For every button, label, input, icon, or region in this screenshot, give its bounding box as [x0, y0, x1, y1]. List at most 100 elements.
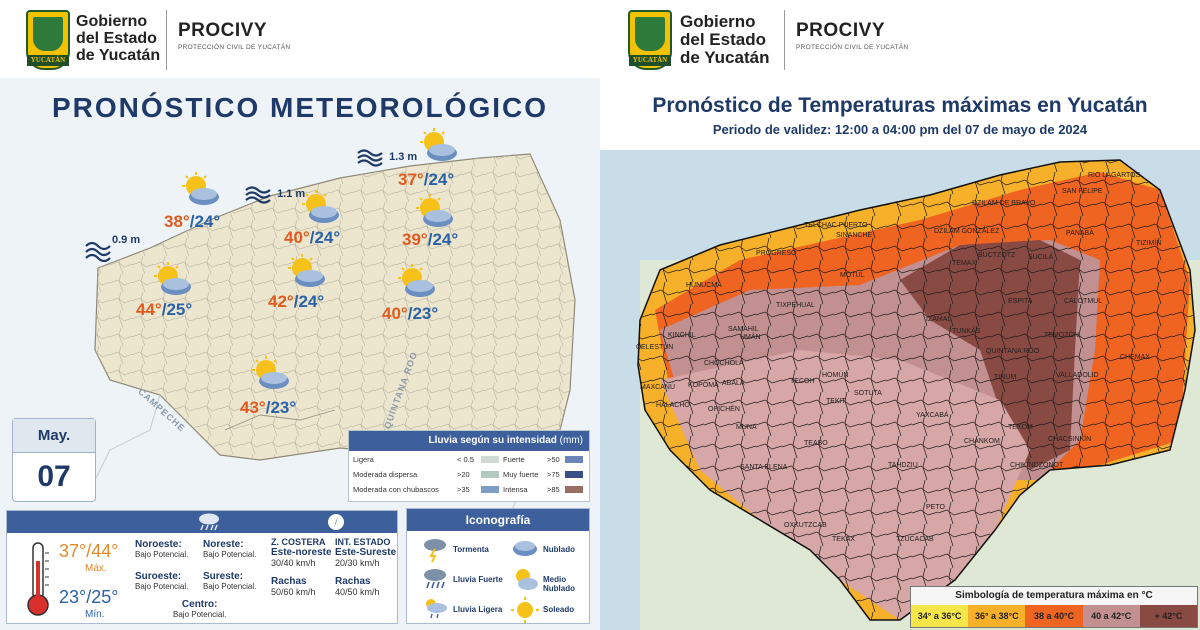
city-temperature: 37°/24° [398, 170, 455, 189]
map-subtitle: Periodo de validez: 12:00 a 04:00 pm del… [712, 122, 1088, 137]
date-month: May. [13, 419, 95, 453]
temperature-map-panel: YUCATÁN Gobierno del Estado de Yucatán PRO… [600, 0, 1200, 630]
municipality-label: MAXCANÚ [640, 384, 676, 391]
storm-icon [424, 539, 446, 563]
rain-swatch [481, 486, 499, 493]
iconography-panel: Iconografía Tormenta Nublado Lluvia Fuerte… [406, 508, 590, 624]
municipality-label: CHEMAX [1120, 354, 1150, 361]
map-title: Pronóstico de Temperaturas máximas en Yu… [652, 94, 1148, 117]
rain-swatch [565, 456, 583, 463]
wave-height-center: 1.1 m [244, 184, 305, 204]
municipality-label: TEKOM [1008, 424, 1033, 431]
rain-level-label: Fuerte [503, 455, 525, 464]
min-label: Mín. [85, 609, 105, 620]
municipality-label: TEKIT [826, 398, 846, 405]
region-noreste: Noreste: Bajo Potencial. [203, 539, 257, 559]
municipality-label: HOMÚN [822, 372, 849, 379]
region-noroeste: Noroeste: Bajo Potencial. [135, 539, 189, 559]
partly-cloudy-icon [152, 262, 194, 303]
temperature-legend: Simbología de temperatura máxima en °C 3… [910, 586, 1198, 628]
rain-level-label: Moderada con chubascos [353, 485, 439, 494]
partly-cloudy-icon [414, 194, 456, 235]
municipality-label: TZUCACAB [896, 536, 934, 543]
wave-icon [85, 241, 111, 263]
rain-swatch [481, 456, 499, 463]
municipality-label: TECOH [790, 378, 815, 385]
region-centro: Centro: Bajo Potencial. [173, 599, 227, 619]
yucatan-shield-logo: YUCATÁN [26, 10, 70, 70]
city-temperature: 40°/24° [284, 228, 341, 247]
city-temperature: 39°/24° [402, 230, 459, 249]
municipality-label: KOPOMÁ [688, 382, 719, 389]
municipality-label: TIXPÉHUAL [776, 302, 815, 309]
icon-label: Medio Nublado [543, 575, 575, 593]
icon-label: Lluvia Ligera [453, 605, 503, 614]
icon-label: Nublado [543, 545, 575, 554]
municipality-label: DZILAM GONZÁLEZ [934, 228, 1000, 235]
date-calendar: May. 07 [12, 418, 96, 502]
municipality-label: TEKAX [832, 536, 855, 543]
city-temperature: 44°/25° [136, 300, 193, 319]
municipality-label: HALACHÓ [656, 402, 690, 409]
rain-level-label: Moderada dispersa [353, 470, 418, 479]
rain-level-value: >20 [457, 470, 470, 479]
municipality-label: CELESTÚN [636, 344, 674, 351]
municipality-label: SOTUTA [854, 390, 882, 397]
light-rain-icon [426, 599, 447, 619]
municipality-label: RIO LAGARTOS [1088, 172, 1141, 179]
municipality-label: CHACSINKÍN [1048, 436, 1092, 443]
rain-level-label: Ligera [353, 455, 374, 464]
wave-height-east: 1.3 m [356, 147, 417, 167]
legend-bin: 40 a 42°C [1082, 605, 1140, 627]
min-temp-range: 23°/25° [59, 587, 119, 607]
government-name: Gobierno del Estado de Yucatán [76, 13, 161, 64]
municipality-label: TAHDZIU [888, 462, 918, 469]
coastal-wind: Z. COSTERA Este-noreste 30/40 km/h Racha… [271, 537, 332, 597]
municipality-label: HUNUCMÁ [686, 282, 722, 289]
temperature-map [600, 150, 1200, 630]
procivy-logo: PROCIVY [796, 20, 886, 41]
municipality-label: VALLADOLID [1056, 372, 1099, 379]
region-sureste: Sureste: Bajo Potencial. [203, 571, 257, 591]
municipality-label: CHANKOM [964, 438, 1000, 445]
city-temperature: 38°/24° [164, 212, 221, 231]
rain-swatch [481, 471, 499, 478]
wave-icon [357, 149, 383, 167]
cloudy-icon [513, 541, 537, 556]
partly-cloudy-icon [516, 569, 538, 590]
rain-intensity-legend: Lluvia según su intensidad (mm) Ligera < … [348, 430, 590, 502]
header: YUCATÁN Gobierno del Estado de Yucatán PRO… [600, 0, 1200, 78]
wind-temperature-panel: 37°/44° Máx. 23°/25° Mín. Noroeste: Bajo … [6, 510, 398, 624]
max-temp-range: 37°/44° [59, 541, 119, 561]
legend-title: Simbología de temperatura máxima en °C [911, 587, 1197, 605]
legend-bin: + 42°C [1139, 605, 1198, 627]
municipality-label: SANTA ELENA [740, 464, 788, 471]
compass-icon [328, 514, 344, 530]
municipality-label: MOTUL [840, 272, 865, 279]
partly-cloudy-icon [300, 190, 342, 231]
icon-label: Tormenta [453, 545, 489, 554]
municipality-label: IZAMAL [926, 316, 952, 323]
region-suroeste: Suroeste: Bajo Potencial. [135, 571, 189, 591]
heavy-rain-icon [424, 569, 446, 589]
municipality-label: CALOTMUL [1064, 298, 1103, 305]
rain-level-value: >35 [457, 485, 470, 494]
icon-label: Soleado [543, 605, 575, 614]
city-temperature: 43°/23° [240, 398, 297, 417]
rain-level-label: Intensa [503, 485, 528, 494]
municipality-label: YAXCABÁ [916, 412, 949, 419]
government-name: Gobierno del Estado de Yucatán [680, 12, 770, 67]
municipality-label: SAN FELIPE [1062, 188, 1103, 195]
wave-icon [245, 186, 271, 204]
rain-icon [199, 513, 219, 531]
municipality-label: TIZIMÍN [1136, 240, 1162, 247]
rain-legend-title: Lluvia según su intensidad (mm) [349, 431, 589, 451]
yucatan-shield-logo: YUCATÁN [628, 10, 672, 70]
date-day: 07 [37, 460, 71, 493]
city-temperature: 42°/24° [268, 292, 325, 311]
yucatan-map [89, 153, 576, 526]
sunny-icon [511, 597, 539, 623]
municipality-label: TELCHAC PUERTO [804, 222, 868, 229]
municipality-label: PANABÁ [1066, 230, 1094, 237]
municipality-label: OPICHÉN [708, 406, 740, 413]
